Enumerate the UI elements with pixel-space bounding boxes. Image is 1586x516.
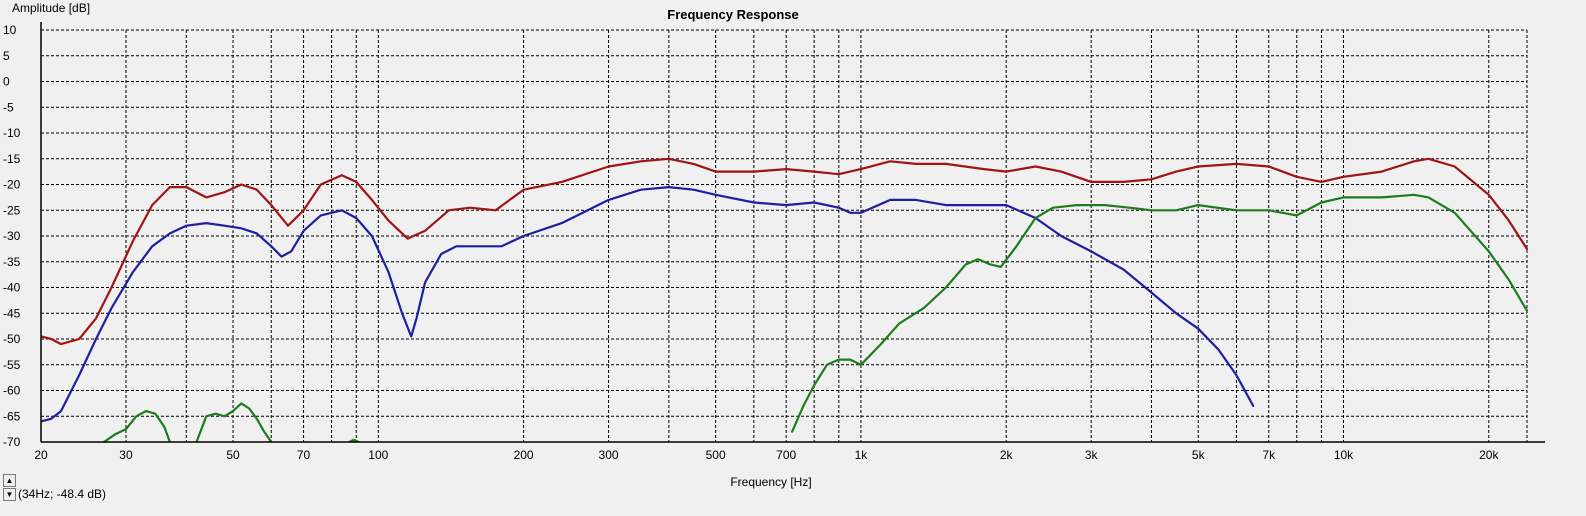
y-tick-label: -5 <box>3 100 14 114</box>
y-tick-label: -10 <box>3 126 21 140</box>
x-tick-label: 200 <box>514 448 534 462</box>
x-tick-label: 5k <box>1192 448 1206 462</box>
x-tick-label: 700 <box>776 448 796 462</box>
series-line-5 <box>195 402 273 442</box>
y-tick-label: 5 <box>3 49 10 63</box>
x-tick-label: 20k <box>1479 448 1499 462</box>
y-tick-label: -55 <box>3 358 21 372</box>
y-tick-label: -60 <box>3 384 21 398</box>
x-tick-label: 20 <box>34 448 48 462</box>
y-tick-label: -45 <box>3 306 21 320</box>
x-tick-label: 2k <box>1000 448 1014 462</box>
tick-label-layer: 1050-5-10-15-20-25-30-35-40-45-50-55-60-… <box>3 23 1499 462</box>
x-axis-label: Frequency [Hz] <box>730 475 811 489</box>
chart-title: Frequency Response <box>667 7 799 22</box>
x-tick-label: 7k <box>1262 448 1276 462</box>
y-tick-label: -30 <box>3 229 21 243</box>
y-tick-label: -70 <box>3 435 21 449</box>
grid-layer <box>41 29 1528 442</box>
cursor-readout: (34Hz; -48.4 dB) <box>18 487 107 501</box>
x-tick-label: 50 <box>226 448 240 462</box>
x-tick-label: 3k <box>1085 448 1099 462</box>
x-tick-label: 70 <box>297 448 311 462</box>
series-layer <box>41 157 1529 442</box>
y-tick-label: -40 <box>3 281 21 295</box>
x-tick-label: 1k <box>855 448 869 462</box>
y-tick-label: -50 <box>3 332 21 346</box>
axis-layer <box>40 22 1545 443</box>
series-line-3 <box>790 193 1529 433</box>
y-tick-label: 10 <box>3 23 17 37</box>
x-tick-label: 100 <box>368 448 388 462</box>
series-line-4 <box>102 410 171 442</box>
series-line-2 <box>41 186 1255 423</box>
y-axis-label: Amplitude [dB] <box>12 1 90 15</box>
x-tick-label: 30 <box>119 448 133 462</box>
y-tick-label: -20 <box>3 178 21 192</box>
y-tick-label: 0 <box>3 75 10 89</box>
up-arrow-icon[interactable]: ▲ <box>3 474 16 487</box>
down-arrow-icon[interactable]: ▼ <box>3 488 16 501</box>
x-tick-label: 10k <box>1334 448 1354 462</box>
x-tick-label: 500 <box>706 448 726 462</box>
y-tick-label: -15 <box>3 152 21 166</box>
y-tick-label: -25 <box>3 203 21 217</box>
x-tick-label: 300 <box>599 448 619 462</box>
y-tick-label: -35 <box>3 255 21 269</box>
series-line-1 <box>41 157 1529 346</box>
y-tick-label: -65 <box>3 409 21 423</box>
